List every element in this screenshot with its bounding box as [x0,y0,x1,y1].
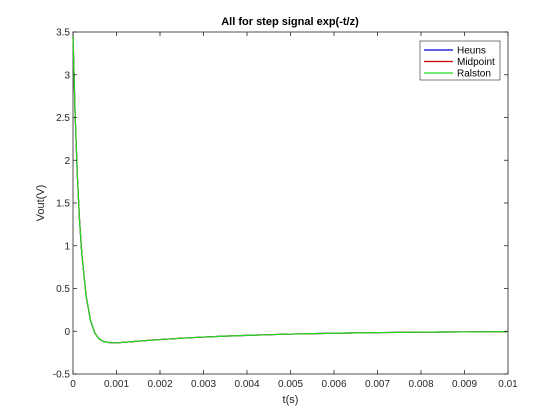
y-tick-label: 3 [64,70,70,81]
x-axis-ticks: 0 0.001 0.002 0.003 0.004 0.005 0.006 0.007 0.00… [70,32,518,390]
y-axis-label: Vout(V) [35,185,47,222]
x-tick-label: 0 [70,379,76,390]
y-tick-label: 1.5 [56,199,70,210]
x-tick-label: 0.005 [278,379,303,390]
plot-area: 0 0.001 0.002 0.003 0.004 0.005 0.006 0.007 0.00… [53,28,518,391]
chart-title: All for step signal exp(-t/z) [221,16,359,28]
y-tick-label: 2 [64,156,70,167]
legend-label: Ralston [457,69,491,80]
x-tick-label: 0.009 [452,379,477,390]
y-tick-label: 1 [64,241,70,252]
y-tick-label: 0 [64,327,70,338]
x-tick-label: 0.004 [234,379,259,390]
x-tick-label: 0.01 [498,379,518,390]
x-tick-label: 0.002 [147,379,172,390]
series-layer [72,36,509,344]
y-tick-label: -0.5 [53,370,71,381]
y-tick-label: 0.5 [56,284,70,295]
legend-label: Midpoint [457,57,495,68]
x-tick-label: 0.001 [104,379,129,390]
x-tick-label: 0.008 [408,379,433,390]
x-axis-label: t(s) [283,394,299,406]
series-line-ralston [72,36,509,344]
y-tick-label: 2.5 [56,113,70,124]
axes-box [72,31,509,375]
legend-label: Heuns [457,46,486,57]
x-tick-label: 0.006 [321,379,346,390]
y-tick-label: 3.5 [56,28,70,39]
x-tick-label: 0.007 [365,379,390,390]
x-tick-label: 0.003 [191,379,216,390]
y-axis-ticks: -0.5 0 0.5 1 1.5 2 2.5 3 3.5 [53,28,508,381]
